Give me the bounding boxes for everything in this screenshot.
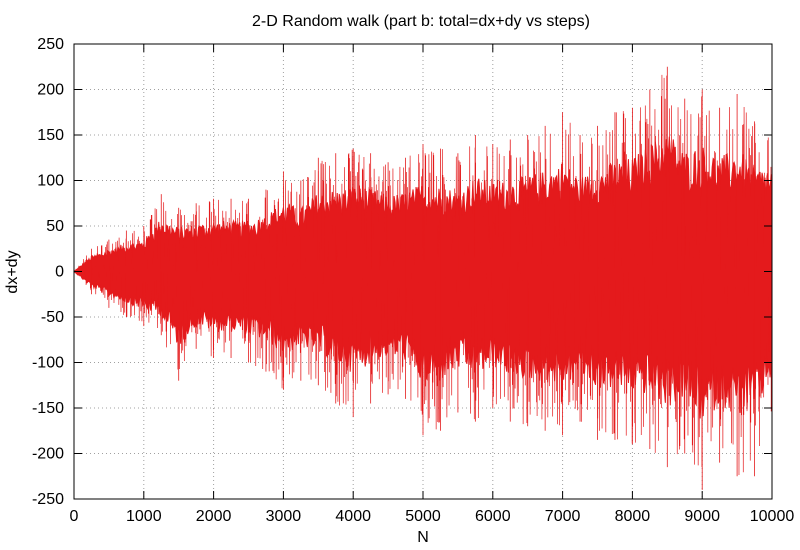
x-tick-label: 4000 [335,508,371,525]
data-layer [73,66,773,490]
x-tick-label: 8000 [615,508,651,525]
y-axis-title: dx+dy [4,250,21,293]
y-tick-label: 0 [55,264,64,281]
tick-layer: -250 -200 -150 -100 -50 0 50 100 150 200 250 0 1000 2… [32,36,794,525]
x-tick-label: 6000 [475,508,511,525]
y-tick-label: -250 [32,491,64,508]
x-tick-label: 5000 [405,508,441,525]
y-tick-label: 250 [37,36,64,53]
y-tick-label: -200 [32,446,64,463]
y-tick-label: 200 [37,82,64,99]
y-tick-label: -50 [41,309,64,326]
x-tick-label: 1000 [126,508,162,525]
x-tick-label: 10000 [750,508,795,525]
x-tick-label: 2000 [196,508,232,525]
y-tick-label: 100 [37,173,64,190]
x-tick-label: 3000 [266,508,302,525]
chart-title: 2-D Random walk (part b: total=dx+dy vs … [252,13,590,30]
y-tick-label: 150 [37,127,64,144]
x-axis-title: N [417,529,429,546]
x-tick-label: 7000 [545,508,581,525]
y-tick-label: -150 [32,400,64,417]
x-tick-label: 0 [70,508,79,525]
y-tick-label: -100 [32,355,64,372]
y-tick-label: 50 [46,218,64,235]
x-tick-label: 9000 [684,508,720,525]
